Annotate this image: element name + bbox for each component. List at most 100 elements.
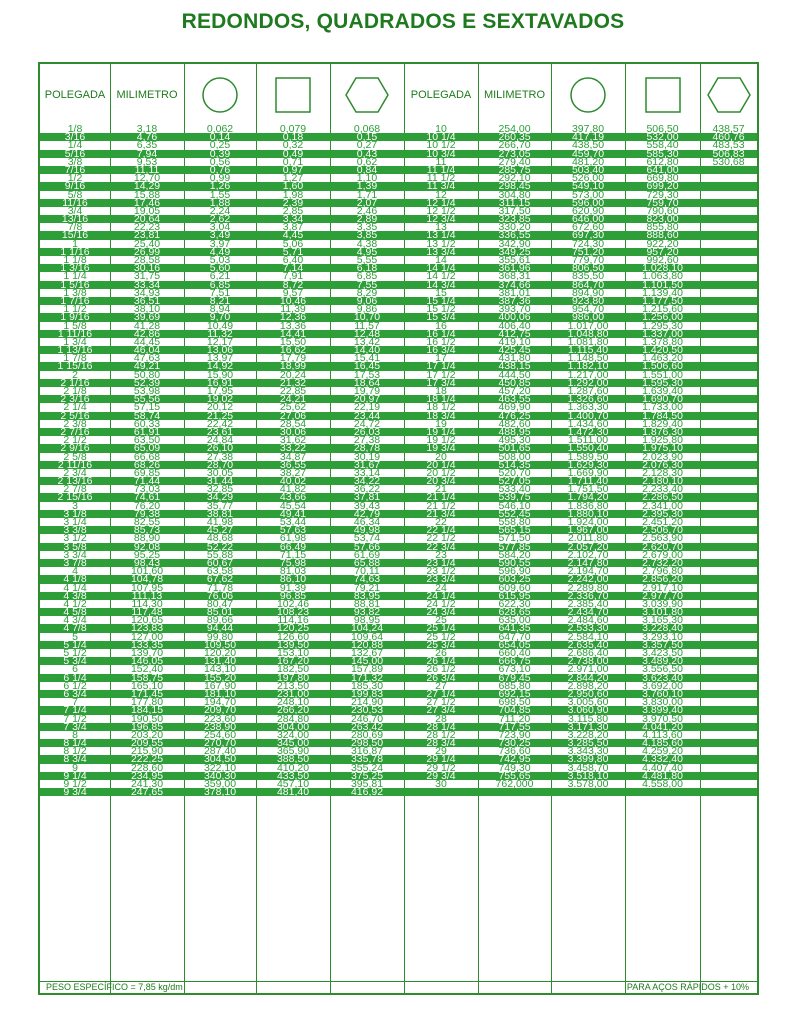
table-row: 8 1/2 215,90 287,40 365,90 316,87 29 736,60 3.3… [40, 745, 757, 758]
header-milimetro: MILIMETRO [116, 88, 178, 101]
cell-hex-left: 3,85 [356, 229, 378, 242]
cell-square-right: 1.690,70 [642, 393, 683, 406]
cell-round-left: 0,14 [209, 131, 231, 144]
cell-round-left: 17,95 [206, 385, 234, 397]
cell-hex-left: 171,32 [350, 671, 384, 684]
cell-inch-left: 3 1/8 [63, 507, 87, 520]
cell-inch-right: 21 3/4 [426, 507, 456, 520]
cell-square-right: 4.481,80 [642, 769, 683, 782]
cell-mm-left: 23,81 [133, 229, 161, 242]
table-row: 2 9/16 65,09 26,10 33,22 28,78 19 3/4 501,65 1.… [40, 442, 757, 455]
cell-hex-right [700, 649, 757, 657]
cell-round-right: 3.399,80 [567, 753, 609, 766]
cell-mm-left: 11,11 [134, 163, 160, 176]
cell-hex-left: 0,84 [356, 163, 378, 176]
cell-mm-right: 679,45 [498, 671, 531, 684]
cell-square-left: 248,10 [276, 696, 310, 709]
cell-square-right: 4.332,40 [642, 753, 683, 766]
cell-hex-left: 375,25 [350, 769, 384, 782]
cell-inch-right: 15 3/4 [426, 311, 456, 324]
cell-inch-left: 4 5/8 [63, 606, 87, 619]
cell-hex-right [700, 379, 757, 387]
cell-mm-right: 552,45 [498, 507, 531, 520]
cell-round-left: 0,99 [209, 172, 231, 185]
table-row: 1/8 3,18 0,062 0,079 0,068 10 254,00 397,80 506,… [40, 123, 757, 135]
cell-hex-right [700, 584, 757, 592]
cell-mm-right: 444,50 [498, 368, 531, 381]
cell-inch-left: 1/8 [67, 123, 83, 135]
cell-mm-right: 704,85 [498, 704, 531, 717]
cell-square-left: 41,82 [279, 483, 307, 496]
cell-round-left: 31,44 [206, 475, 234, 488]
cell-mm-right: 622,30 [498, 597, 531, 610]
cell-round-left: 34,29 [206, 491, 234, 504]
cell-square-left: 27,06 [279, 409, 307, 422]
cell-round-right: 1.924,00 [567, 516, 609, 528]
cell-round-left: 55,88 [206, 548, 234, 561]
table-row: 3 76,20 35,77 45,54 39,43 21 1/2 546,10 1.836,8… [40, 500, 757, 511]
cell-round-left: 20,12 [206, 401, 234, 414]
cell-hex-left: 83,95 [353, 589, 381, 602]
header-polegada: POLEGADA [410, 88, 472, 101]
table-row: 7 177,80 194,70 248,10 214,90 27 1/2 698,50 3.0… [40, 696, 757, 709]
cell-round-left: 0,56 [209, 155, 231, 168]
cell-hex-right [700, 395, 757, 403]
cell-square-left: 31,62 [279, 434, 307, 447]
cell-inch-right: 27 1/2 [426, 696, 456, 709]
table-row: 3 3/8 85,73 45,27 57,63 49,98 22 1/4 565,15 1.9… [40, 525, 757, 536]
cell-hex-left: 74,63 [353, 573, 381, 586]
cell-square-right: 1.975,10 [642, 442, 683, 455]
table-row: 13/16 20,64 2,62 3,34 2,89 12 3/4 323,85 646,00… [40, 214, 757, 224]
cell-hex-right [700, 338, 757, 346]
cell-mm-right: 736,60 [498, 745, 531, 758]
cell-inch-right: 21 [435, 483, 447, 496]
cell-hex-left: 4,95 [356, 245, 378, 258]
cell-square-right: 3.101,80 [642, 606, 683, 619]
cell-mm-left: 127,00 [130, 630, 164, 643]
cell-inch-right: 17 1/4 [426, 360, 456, 373]
table-row: 4 3/8 111,13 76,06 96,85 83,95 24 1/4 615,95 2.… [40, 589, 757, 602]
cell-mm-right: 336,55 [498, 229, 531, 242]
cell-square-left: 0,97 [282, 163, 304, 176]
square-icon [625, 64, 700, 125]
cell-round-left: 1,88 [209, 196, 231, 209]
cell-hex-right [700, 567, 757, 575]
cell-inch-right: 27 1/4 [426, 687, 456, 700]
cell-hex-left: 26,03 [353, 425, 381, 438]
cell-square-left: 5,06 [282, 237, 304, 250]
cell-mm-right: 666,75 [498, 655, 531, 668]
table-row: 1 5/16 33,34 6,85 8,72 7,55 14 3/4 374,66 864,7… [40, 278, 757, 291]
cell-square-right: 1.337,00 [642, 327, 683, 340]
cell-round-left: 9,70 [209, 311, 231, 324]
cell-square-left: 114,16 [277, 614, 309, 627]
cell-hex-left: 6,18 [356, 262, 378, 275]
cell-mm-right: 419,10 [498, 335, 531, 348]
cell-round-right: 2.950,60 [567, 687, 609, 700]
cell-round-right: 2.434,70 [567, 606, 609, 619]
cell-mm-right: 603,25 [498, 573, 531, 586]
cell-inch-right: 29 3/4 [426, 769, 456, 782]
cell-round-left: 11,32 [207, 327, 233, 340]
cell-mm-right: 368,31 [498, 270, 531, 283]
cell-round-left: 270,70 [203, 737, 237, 750]
cell-hex-right [700, 788, 757, 796]
cell-hex-right [700, 698, 757, 706]
table-row: 1 11/16 42,86 11,32 14,41 12,48 16 1/4 412,75 1… [40, 327, 757, 340]
cell-hex-right [700, 747, 757, 755]
table-row: 1 7/8 47,63 13,97 17,79 15,41 17 431,80 1.148,5… [40, 353, 757, 364]
cell-round-left: 12,17 [206, 335, 234, 348]
cell-round-right: 3.171,30 [567, 720, 609, 733]
cell-hex-right [700, 715, 757, 723]
cell-square-left: 16,62 [279, 344, 307, 357]
cell-inch-left: 9/16 [64, 180, 86, 193]
cell-inch-left: 4 3/4 [63, 614, 87, 627]
cell-round-left: 6,85 [209, 278, 231, 291]
cell-inch-left: 2 3/4 [63, 466, 87, 479]
cell-round-left: 322,10 [203, 761, 237, 774]
cell-hex-right [700, 297, 757, 305]
cell-square-left: 231,00 [276, 687, 310, 700]
cell-inch-right: 18 3/4 [426, 409, 456, 422]
cell-round-right: 1.751,50 [567, 483, 609, 496]
cell-round-left: 359,00 [203, 778, 237, 790]
cell-square-right: 729,30 [646, 188, 679, 201]
